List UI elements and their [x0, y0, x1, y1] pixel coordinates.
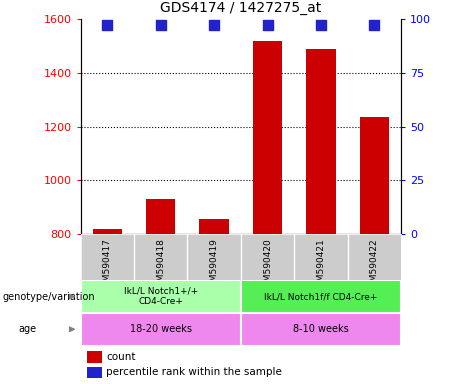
- Text: GSM590421: GSM590421: [316, 238, 325, 293]
- Text: count: count: [106, 352, 136, 362]
- Text: IkL/L Notch1+/+
CD4-Cre+: IkL/L Notch1+/+ CD4-Cre+: [124, 287, 198, 306]
- Text: GSM590417: GSM590417: [103, 238, 112, 293]
- Text: 8-10 weeks: 8-10 weeks: [293, 324, 349, 334]
- Text: GSM590422: GSM590422: [370, 238, 379, 293]
- Bar: [306, 49, 336, 234]
- Bar: [241, 280, 401, 313]
- Bar: [81, 280, 241, 313]
- Text: GSM590418: GSM590418: [156, 238, 165, 293]
- Text: IkL/L Notch1f/f CD4-Cre+: IkL/L Notch1f/f CD4-Cre+: [264, 292, 378, 301]
- Bar: [200, 220, 229, 234]
- Bar: [253, 41, 282, 234]
- Point: [371, 22, 378, 28]
- Point: [157, 22, 165, 28]
- Bar: [81, 313, 241, 346]
- Text: GSM590420: GSM590420: [263, 238, 272, 293]
- Bar: [241, 313, 401, 346]
- Bar: [93, 229, 122, 234]
- Point: [317, 22, 325, 28]
- Text: GSM590419: GSM590419: [210, 238, 219, 293]
- Text: age: age: [18, 324, 36, 334]
- Point: [104, 22, 111, 28]
- Text: percentile rank within the sample: percentile rank within the sample: [106, 367, 282, 377]
- Text: 18-20 weeks: 18-20 weeks: [130, 324, 192, 334]
- Point: [264, 22, 271, 28]
- Bar: [146, 199, 176, 234]
- Text: genotype/variation: genotype/variation: [2, 291, 95, 302]
- Title: GDS4174 / 1427275_at: GDS4174 / 1427275_at: [160, 2, 321, 15]
- Point: [211, 22, 218, 28]
- Bar: [87, 367, 102, 378]
- Bar: [87, 351, 102, 363]
- Bar: [360, 118, 389, 234]
